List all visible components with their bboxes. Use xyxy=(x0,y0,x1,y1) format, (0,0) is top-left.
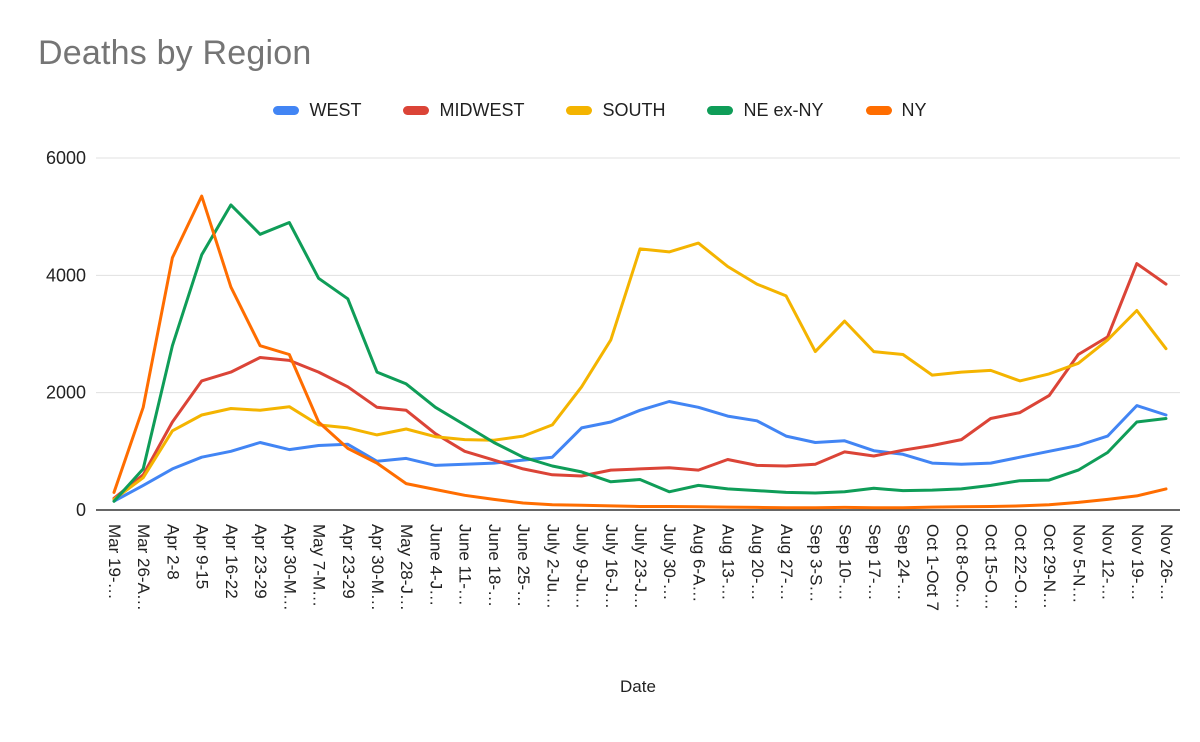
x-tick-label: Nov 5-N… xyxy=(1069,524,1088,603)
x-tick-label: Oct 22-O… xyxy=(1011,524,1030,610)
x-tick-label: July 23-J… xyxy=(631,524,650,609)
x-tick-label: Sep 10-… xyxy=(836,524,855,601)
chart-legend: WEST MIDWEST SOUTH NE ex-NY NY xyxy=(0,100,1200,121)
legend-swatch xyxy=(566,106,593,115)
legend-swatch xyxy=(707,106,734,115)
legend-swatch xyxy=(865,106,892,115)
x-tick-label: Apr 2-8 xyxy=(163,524,182,580)
y-tick-label: 0 xyxy=(76,500,86,520)
x-tick-label: June 25-… xyxy=(514,524,533,607)
x-tick-label: Aug 6-A… xyxy=(689,524,708,602)
legend-item-west[interactable]: WEST xyxy=(273,100,361,121)
x-tick-label: Nov 19-… xyxy=(1128,524,1147,601)
x-tick-label: Oct 29-N… xyxy=(1040,524,1059,609)
series-line-south xyxy=(112,241,1168,501)
x-tick-label: Mar 26-A… xyxy=(134,524,153,611)
x-tick-label: June 11-… xyxy=(456,524,475,606)
legend-label: MIDWEST xyxy=(439,100,525,120)
x-tick-label: May 28-J… xyxy=(397,524,416,611)
x-tick-label: Nov 26-… xyxy=(1157,524,1176,601)
series-line-ny xyxy=(112,194,1168,510)
x-tick-label: Aug 27-… xyxy=(777,524,796,601)
x-tick-label: Sep 24-… xyxy=(894,524,913,601)
series-line-west xyxy=(112,400,1168,503)
x-tick-label: July 30-… xyxy=(660,524,679,601)
x-tick-label: Oct 15-O… xyxy=(982,524,1001,610)
x-tick-label: Apr 30-M… xyxy=(368,524,387,611)
x-tick-label: Apr 16-22 xyxy=(222,524,241,599)
x-tick-label: Nov 12-… xyxy=(1099,524,1118,601)
y-tick-label: 2000 xyxy=(46,383,86,403)
x-tick-label: Apr 23-29 xyxy=(339,524,358,599)
x-tick-label: July 16-J… xyxy=(602,524,621,609)
y-tick-label: 4000 xyxy=(46,265,86,285)
x-tick-label: Apr 23-29 xyxy=(251,524,270,599)
series-line-ne-ex-ny xyxy=(112,203,1168,503)
legend-label: NY xyxy=(901,100,927,120)
legend-label: WEST xyxy=(309,100,362,120)
x-axis-title: Date xyxy=(620,677,656,696)
x-tick-label: Sep 3-S… xyxy=(806,524,825,602)
y-tick-label: 6000 xyxy=(46,148,86,168)
x-tick-label: Oct 1-Oct 7 xyxy=(923,524,942,611)
x-tick-label: Mar 19-… xyxy=(105,524,124,600)
x-tick-label: Oct 8-Oc… xyxy=(952,524,971,609)
chart-title: Deaths by Region xyxy=(38,34,312,72)
legend-item-ne-ex-ny[interactable]: NE ex-NY xyxy=(707,100,824,121)
x-tick-label: July 2-Ju… xyxy=(543,524,562,609)
x-tick-label: June 4-J… xyxy=(426,524,445,606)
legend-label: NE ex-NY xyxy=(743,100,824,120)
x-tick-label: Sep 17-… xyxy=(865,524,884,601)
legend-item-ny[interactable]: NY xyxy=(865,100,927,121)
x-tick-label: July 9-Ju… xyxy=(573,524,592,609)
legend-swatch xyxy=(273,106,300,115)
x-tick-label: Apr 30-M… xyxy=(280,524,299,611)
x-tick-label: Aug 13-… xyxy=(719,524,738,601)
x-tick-label: Apr 9-15 xyxy=(193,524,212,589)
x-tick-label: Aug 20-… xyxy=(748,524,767,601)
legend-item-south[interactable]: SOUTH xyxy=(566,100,665,121)
x-tick-label: June 18-… xyxy=(485,524,504,607)
legend-swatch xyxy=(403,106,430,115)
legend-label: SOUTH xyxy=(602,100,666,120)
x-tick-label: May 7-M… xyxy=(310,524,329,607)
series-line-midwest xyxy=(112,262,1168,500)
legend-item-midwest[interactable]: MIDWEST xyxy=(403,100,524,121)
